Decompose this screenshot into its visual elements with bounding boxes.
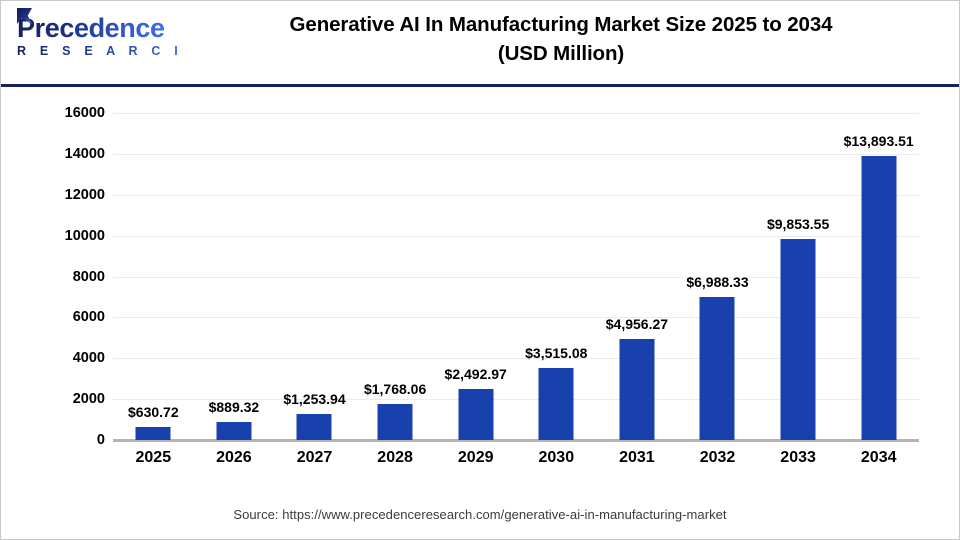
gridline xyxy=(113,276,919,278)
bar-value-label: $9,853.55 xyxy=(766,215,830,232)
gridlines xyxy=(113,87,919,447)
x-axis-tick-label: 2027 xyxy=(296,449,333,466)
bar-value-label: $6,988.33 xyxy=(686,274,749,291)
gridline xyxy=(113,235,919,237)
y-axis-tick-label: 0 xyxy=(96,432,105,448)
bar[interactable] xyxy=(861,156,897,440)
gridline xyxy=(113,358,919,360)
x-axis-tick-label: 2029 xyxy=(457,449,494,466)
y-axis-tick-label: 4000 xyxy=(72,350,105,367)
bar[interactable] xyxy=(699,297,735,440)
bar-group: $889.32 xyxy=(194,87,275,447)
gridline xyxy=(113,317,919,319)
page-title-line-1: Generative AI In Manufacturing Market Si… xyxy=(289,13,833,36)
x-axis-tick-label: 2033 xyxy=(780,449,816,466)
bar[interactable] xyxy=(135,427,171,440)
bar[interactable] xyxy=(780,238,816,440)
x-axis-tick-label: 2034 xyxy=(860,449,897,466)
x-axis-tick-label: 2025 xyxy=(135,449,172,466)
bar[interactable] xyxy=(216,421,252,440)
logo-subtext: R E S E A R C H xyxy=(17,44,189,58)
bar-value-label: $889.32 xyxy=(208,398,260,415)
y-axis: 0 2000 4000 6000 8000 10000 12000 14000 16000 xyxy=(37,87,105,448)
bar-value-label: $1,253.94 xyxy=(283,391,346,408)
bar[interactable] xyxy=(619,338,655,440)
bar-group: $3,515.08 xyxy=(516,87,597,447)
y-axis-tick-label: 6000 xyxy=(72,309,105,326)
bar[interactable] xyxy=(296,414,332,440)
bar[interactable] xyxy=(538,368,574,440)
gridline xyxy=(113,153,919,155)
bar-value-label: $4,956.27 xyxy=(605,315,669,332)
bar-group: $9,853.55 xyxy=(758,87,839,447)
x-axis-tick-label: 2031 xyxy=(619,449,655,466)
bar[interactable] xyxy=(458,389,494,440)
precedence-research-logo[interactable]: Precedence R E S E A R C H xyxy=(17,8,189,58)
gridline xyxy=(113,194,919,196)
bar-group: $630.72 xyxy=(113,87,194,447)
bar-group: $2,492.97 xyxy=(435,87,516,447)
bar[interactable] xyxy=(377,403,413,440)
plot-area: 0 2000 4000 6000 8000 10000 12000 14000 16000 $6… xyxy=(1,87,959,539)
logo-wordmark: Precedence xyxy=(17,8,177,43)
y-axis-tick-label: 2000 xyxy=(72,391,105,408)
bar-series: $630.72 $889.32 $1,253.94 $1,768.06 $2,492.9… xyxy=(113,87,919,447)
bar-group: $6,988.33 xyxy=(677,87,758,447)
axis-baseline xyxy=(113,439,919,442)
bar-value-label: $2,492.97 xyxy=(444,366,507,383)
bar-value-label: $3,515.08 xyxy=(525,345,588,362)
x-axis-tick-label: 2026 xyxy=(216,449,252,466)
bar-group: $1,253.94 xyxy=(274,87,355,447)
gridline xyxy=(113,113,919,114)
bar-group: $1,768.06 xyxy=(355,87,436,447)
page-title: Generative AI In Manufacturing Market Si… xyxy=(181,10,941,68)
logo-word-text: Precedence xyxy=(17,13,165,43)
bar-value-label: $1,768.06 xyxy=(363,380,427,397)
y-axis-tick-label: 10000 xyxy=(64,227,105,244)
y-axis-tick-label: 8000 xyxy=(72,268,105,285)
y-axis-tick-label: 16000 xyxy=(64,105,105,121)
bar-value-label: $630.72 xyxy=(127,404,179,421)
bar-group: $4,956.27 xyxy=(597,87,678,447)
bar-value-label: $13,893.51 xyxy=(843,133,914,150)
bar-group: $13,893.51 xyxy=(838,87,919,447)
x-axis-tick-label: 2030 xyxy=(538,449,575,466)
x-axis: 2025 2026 2027 2028 2029 2030 2031 2032 2033 2034 xyxy=(113,449,919,479)
chart-header: Precedence R E S E A R C H Generative AI… xyxy=(1,1,959,87)
x-axis-tick-label: 2032 xyxy=(699,449,736,466)
y-axis-tick-label: 14000 xyxy=(64,145,105,162)
y-axis-tick-label: 12000 xyxy=(64,186,105,203)
x-axis-tick-label: 2028 xyxy=(377,449,413,466)
source-note: Source: https://www.precedenceresearch.c… xyxy=(233,507,727,522)
page-title-line-2: (USD Million) xyxy=(497,42,625,66)
gridline xyxy=(113,399,919,401)
